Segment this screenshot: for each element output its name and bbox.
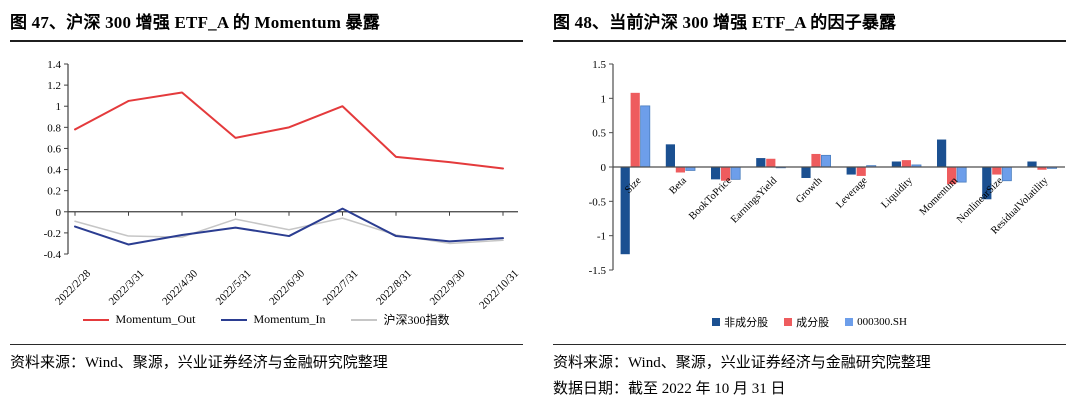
svg-text:2022/9/30: 2022/9/30 bbox=[428, 267, 468, 307]
legend-label-non-constituent: 非成分股 bbox=[724, 317, 769, 329]
legend-item-non-constituent: 非成分股 bbox=[712, 314, 768, 330]
svg-text:2022/5/31: 2022/5/31 bbox=[214, 268, 254, 308]
figure-48-legend: 非成分股 成分股 000300.SH bbox=[553, 314, 1066, 330]
momentum-in-line-swatch bbox=[221, 318, 248, 321]
svg-text:0.2: 0.2 bbox=[47, 186, 61, 198]
legend-label-momentum-in: Momentum_In bbox=[253, 312, 326, 326]
svg-text:0: 0 bbox=[56, 207, 62, 219]
figure-48-panel: 图 48、当前沪深 300 增强 ETF_A 的因子暴露 1.5 1 0.5 0 -0.… bbox=[553, 6, 1066, 410]
figure-47-legend: Momentum_Out Momentum_In 沪深300指数 bbox=[10, 311, 523, 328]
svg-text:Beta: Beta bbox=[668, 175, 690, 197]
svg-text:Leverage: Leverage bbox=[834, 175, 870, 211]
svg-text:0.6: 0.6 bbox=[47, 143, 61, 155]
svg-text:1: 1 bbox=[601, 93, 607, 105]
svg-text:2022/8/31: 2022/8/31 bbox=[374, 268, 414, 308]
figure-48-chart-zone: 1.5 1 0.5 0 -0.5 -1 -1.5 Size Beta BookToPrice Ear… bbox=[553, 42, 1066, 344]
figure-47-panel: 图 47、沪深 300 增强 ETF_A 的 Momentum 暴露 1.4 1.… bbox=[10, 6, 523, 410]
figure-47-chart-zone: 1.4 1.2 1 0.8 0.6 0.4 0.2 0 -0.2 -0.4 2022/2/28 202… bbox=[10, 42, 523, 344]
figure-47-title: 图 47、沪深 300 增强 ETF_A 的 Momentum 暴露 bbox=[10, 13, 380, 32]
legend-item-000300sh: 000300.SH bbox=[845, 316, 907, 328]
legend-item-momentum-in: Momentum_In bbox=[221, 312, 325, 327]
legend-label-constituent: 成分股 bbox=[796, 317, 830, 329]
svg-text:0.8: 0.8 bbox=[47, 122, 61, 134]
svg-text:-0.4: -0.4 bbox=[44, 249, 62, 261]
svg-text:EarningsYield: EarningsYield bbox=[729, 175, 780, 226]
figure-48-data-date: 数据日期：截至 2022 年 10 月 31 日 bbox=[553, 380, 786, 397]
svg-text:-0.2: -0.2 bbox=[44, 228, 61, 240]
momentum-exposure-line-chart: 1.4 1.2 1 0.8 0.6 0.4 0.2 0 -0.2 -0.4 2022/2/28 202… bbox=[44, 59, 522, 312]
svg-text:Momentum: Momentum bbox=[918, 175, 960, 217]
svg-text:2022/4/30: 2022/4/30 bbox=[160, 267, 200, 307]
figure-48-title-divider bbox=[553, 40, 1066, 42]
svg-text:2022/3/31: 2022/3/31 bbox=[107, 268, 147, 308]
figure-47-source-divider bbox=[10, 344, 523, 345]
svg-text:1.4: 1.4 bbox=[47, 59, 61, 71]
figure-47-title-divider bbox=[10, 40, 523, 42]
svg-text:1.2: 1.2 bbox=[47, 80, 61, 92]
000300sh-swatch bbox=[845, 318, 854, 326]
svg-text:2022/10/31: 2022/10/31 bbox=[477, 268, 521, 312]
svg-text:2022/2/28: 2022/2/28 bbox=[53, 267, 93, 307]
svg-text:-1.5: -1.5 bbox=[589, 265, 607, 277]
legend-item-csi300-index: 沪深300指数 bbox=[351, 311, 450, 328]
figure-48-source-divider bbox=[553, 344, 1066, 345]
svg-text:NonlinearSize: NonlinearSize bbox=[955, 175, 1005, 225]
figure-47-source: 资料来源：Wind、聚源，兴业证券经济与金融研究院整理 bbox=[10, 355, 388, 371]
legend-item-momentum-out: Momentum_Out bbox=[83, 312, 195, 327]
svg-text:0.4: 0.4 bbox=[47, 165, 61, 177]
svg-text:Liquidity: Liquidity bbox=[879, 175, 915, 211]
svg-text:0: 0 bbox=[601, 162, 607, 174]
svg-text:0.5: 0.5 bbox=[592, 128, 606, 140]
legend-label-momentum-out: Momentum_Out bbox=[115, 312, 196, 326]
svg-text:-0.5: -0.5 bbox=[589, 196, 607, 208]
svg-text:BookToPrice: BookToPrice bbox=[687, 175, 734, 222]
svg-text:1: 1 bbox=[56, 101, 62, 113]
svg-text:Growth: Growth bbox=[794, 175, 825, 206]
constituent-swatch bbox=[784, 318, 793, 326]
csi300-line-swatch bbox=[351, 318, 378, 321]
svg-text:2022/7/31: 2022/7/31 bbox=[321, 268, 361, 308]
momentum-out-line-swatch bbox=[83, 318, 110, 321]
svg-text:1.5: 1.5 bbox=[592, 59, 606, 71]
legend-label-000300sh: 000300.SH bbox=[857, 316, 907, 328]
svg-text:2022/6/30: 2022/6/30 bbox=[267, 267, 307, 307]
legend-item-constituent: 成分股 bbox=[784, 314, 829, 330]
figure-48-source: 资料来源：Wind、聚源，兴业证券经济与金融研究院整理 bbox=[553, 355, 931, 371]
svg-text:-1: -1 bbox=[597, 231, 606, 243]
non-constituent-swatch bbox=[712, 318, 721, 326]
figure-48-title: 图 48、当前沪深 300 增强 ETF_A 的因子暴露 bbox=[553, 13, 897, 32]
legend-label-csi300-index: 沪深300指数 bbox=[383, 313, 450, 327]
